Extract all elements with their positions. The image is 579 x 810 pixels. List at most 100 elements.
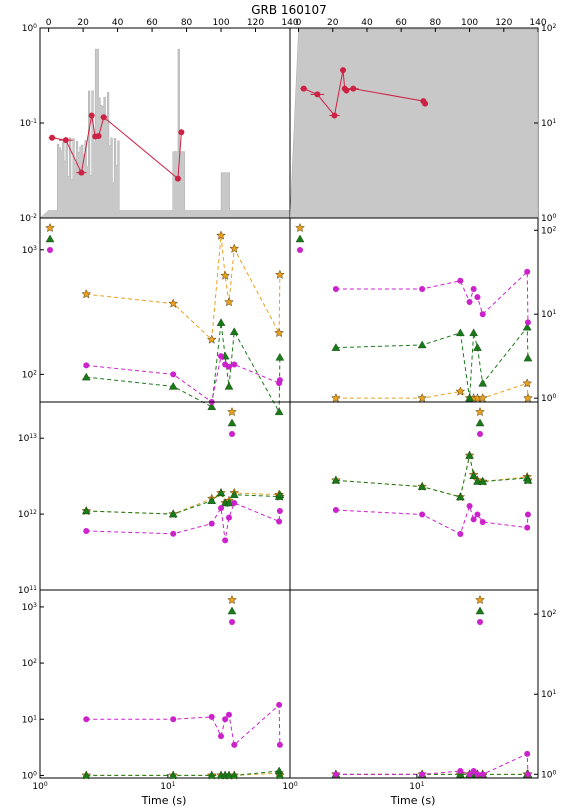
panel-p7: 100 101 102 103 <box>22 589 291 781</box>
series-r-0-10-7-cm <box>330 378 533 403</box>
series-line <box>335 504 529 535</box>
y-tick-label: 10-1 <box>20 118 38 130</box>
data-point <box>218 505 225 512</box>
data-point <box>473 343 482 351</box>
y-tick-label: 102 <box>541 609 556 621</box>
legend <box>475 406 485 437</box>
data-point <box>474 294 481 301</box>
data-point <box>456 328 465 337</box>
series-line <box>86 703 281 746</box>
data-point <box>83 362 90 369</box>
data-point <box>168 298 179 308</box>
top-tick-label-right: 80 <box>430 18 442 28</box>
data-point <box>479 771 486 778</box>
data-point <box>477 393 488 403</box>
data-point <box>225 363 232 370</box>
data-point <box>479 518 486 525</box>
data-point <box>224 771 234 779</box>
data-point <box>417 482 427 490</box>
data-point <box>216 488 226 497</box>
data-point <box>422 100 429 107</box>
series-data <box>300 67 429 119</box>
legend-marker <box>229 431 235 437</box>
data-point <box>465 393 474 402</box>
data-point <box>275 771 285 779</box>
top-tick-label-left: 120 <box>247 18 264 28</box>
series-r-0-10-8-cm <box>81 488 285 518</box>
panel-p4: 100 101 102 <box>289 217 556 405</box>
top-tick-label-left: 100 <box>212 18 229 28</box>
data-point <box>331 475 341 484</box>
series-r-0-10-8-cm <box>331 322 533 402</box>
panel-frame <box>39 217 291 403</box>
data-point <box>331 112 338 119</box>
top-tick-label-right: 60 <box>395 18 407 28</box>
data-point <box>274 269 285 279</box>
legend-marker <box>229 619 235 625</box>
y-tick-label: 1012 <box>18 509 37 521</box>
panel-frame <box>289 401 539 591</box>
legend-marker <box>295 234 305 243</box>
data-point <box>81 506 91 515</box>
data-point <box>419 771 426 778</box>
data-point <box>473 477 482 485</box>
data-point <box>276 507 283 514</box>
data-point <box>62 137 69 144</box>
data-point <box>170 371 177 378</box>
data-point <box>229 771 239 779</box>
y-tick-label: 100 <box>541 769 556 781</box>
data-point <box>524 750 531 757</box>
series-r-0-10-8-cm <box>81 318 285 416</box>
data-point <box>178 129 185 136</box>
y-tick-label: 100 <box>541 213 556 225</box>
data-point <box>218 353 225 360</box>
top-tick-label-left: 0 <box>46 18 52 28</box>
data-point <box>81 372 91 381</box>
data-point <box>524 319 531 326</box>
series-line <box>86 492 281 515</box>
data-point <box>83 527 90 534</box>
data-point <box>524 771 531 778</box>
y-tick-label: 100 <box>541 393 556 405</box>
legend-marker <box>475 594 485 605</box>
data-point <box>95 132 102 139</box>
top-tick-label-right: 140 <box>529 18 546 28</box>
x-axis-label-right: Time (s) <box>390 794 436 807</box>
data-point <box>314 91 321 98</box>
series-r-0-10-9-cm <box>83 500 283 544</box>
series-line <box>86 502 281 541</box>
data-point <box>231 741 238 748</box>
data-point <box>478 477 488 485</box>
data-point <box>225 514 232 521</box>
panel-frame <box>289 217 539 403</box>
data-point <box>225 711 232 718</box>
legend <box>475 594 485 625</box>
y-tick-label: 101 <box>541 689 556 701</box>
y-tick-label: 102 <box>541 225 556 237</box>
series-r-0-10-7-cm <box>81 487 285 519</box>
top-tick-label-left: 60 <box>146 18 158 28</box>
data-point <box>523 353 533 362</box>
data-point <box>478 378 488 387</box>
data-point <box>330 393 341 403</box>
lightcurve-area <box>289 28 539 219</box>
y-tick-label: 1013 <box>18 433 37 445</box>
data-point <box>332 507 339 514</box>
data-point <box>417 340 427 349</box>
data-point <box>229 490 239 498</box>
top-tick-label-left: 20 <box>77 18 89 28</box>
data-point <box>470 516 477 523</box>
data-point <box>350 85 357 92</box>
data-point <box>170 716 177 723</box>
legend-marker <box>47 247 53 253</box>
data-point <box>224 296 234 307</box>
series-r-0-10-9-cm <box>83 353 283 405</box>
y-tick-label: 103 <box>22 244 37 256</box>
data-point <box>456 492 465 501</box>
panel-frame <box>39 589 291 779</box>
top-tick-label-right: 0 <box>296 18 302 28</box>
y-tick-label: 101 <box>541 309 556 321</box>
data-point <box>170 530 177 537</box>
legend-marker <box>477 619 483 625</box>
data-point <box>224 382 234 390</box>
